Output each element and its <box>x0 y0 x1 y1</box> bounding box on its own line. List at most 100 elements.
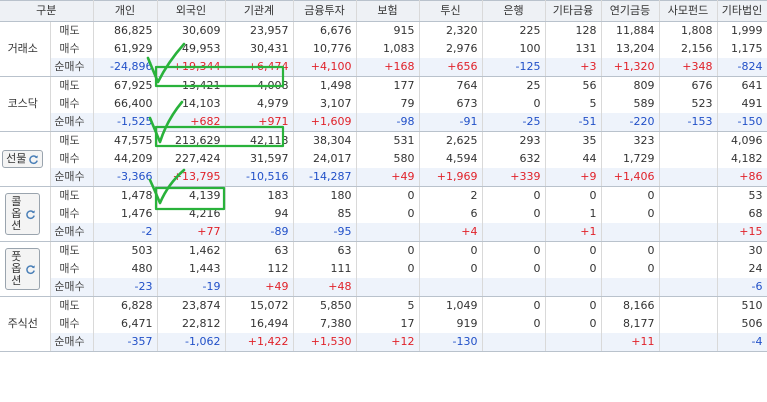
value-cell: 641 <box>717 76 767 95</box>
value-cell: +49 <box>356 168 420 187</box>
value-cell: 11,884 <box>601 21 660 40</box>
value-cell: 30,431 <box>225 40 294 58</box>
value-cell: 919 <box>419 315 483 333</box>
row-type-label: 순매수 <box>50 168 94 187</box>
value-cell: 0 <box>419 241 483 260</box>
header-individual[interactable]: 개인 <box>93 0 158 22</box>
value-cell: 68 <box>717 205 767 223</box>
header-category: 구분 <box>0 0 94 22</box>
value-cell: 8,166 <box>601 296 660 315</box>
value-cell: 17 <box>356 315 420 333</box>
value-cell <box>545 278 602 297</box>
header-other-corp[interactable]: 기타법인 <box>717 0 767 22</box>
value-cell: 227,424 <box>157 150 226 168</box>
header-private-fund[interactable]: 사모펀드 <box>659 0 718 22</box>
value-cell: +1,320 <box>601 58 660 77</box>
value-cell: 1,462 <box>157 241 226 260</box>
value-cell: 2,320 <box>419 21 483 40</box>
row-type-label: 매수 <box>50 95 94 113</box>
group-label: 풋옵션 <box>11 250 22 287</box>
value-cell <box>601 223 660 242</box>
value-cell: +348 <box>659 58 718 77</box>
value-cell: 10,776 <box>293 40 357 58</box>
value-cell: 61,929 <box>93 40 158 58</box>
value-cell: 5,850 <box>293 296 357 315</box>
value-cell: 673 <box>419 95 483 113</box>
value-cell: -6 <box>717 278 767 297</box>
header-pension-funds[interactable]: 연기금등 <box>601 0 660 22</box>
table-row: 선물 매도 47,575 213,629 42,113 38,304 531 2,625 293… <box>0 131 767 187</box>
value-cell: 25 <box>482 76 546 95</box>
value-cell: 131 <box>545 40 602 58</box>
value-cell: 0 <box>356 241 420 260</box>
value-cell: 67,925 <box>93 76 158 95</box>
investor-trading-table: 구분 개인 외국인 기관계 금융투자 보험 투신 은행 기타금융 연기금등 사모… <box>0 0 767 352</box>
header-investment-trust[interactable]: 투신 <box>419 0 483 22</box>
value-cell: +4 <box>419 223 483 242</box>
value-cell: 4,216 <box>157 205 226 223</box>
value-cell: 632 <box>482 150 546 168</box>
refresh-icon <box>29 154 39 164</box>
value-cell: 1,175 <box>717 40 767 58</box>
value-cell: 0 <box>482 315 546 333</box>
header-bank[interactable]: 은행 <box>482 0 546 22</box>
value-cell: 6,471 <box>93 315 158 333</box>
value-cell: 4,008 <box>225 76 294 95</box>
value-cell: -1,525 <box>93 113 158 132</box>
value-cell: 94 <box>225 205 294 223</box>
value-cell: +15 <box>717 223 767 242</box>
value-cell <box>659 205 718 223</box>
header-foreigner[interactable]: 외국인 <box>157 0 226 22</box>
row-type-label: 순매수 <box>50 223 94 242</box>
row-type-label: 매수 <box>50 260 94 278</box>
value-cell: 111 <box>293 260 357 278</box>
value-cell: 23,874 <box>157 296 226 315</box>
group-refresh-button[interactable]: 콜옵션 <box>5 193 41 235</box>
group-cell: 콜옵션 <box>0 186 51 242</box>
value-cell: 30,609 <box>157 21 226 40</box>
group-refresh-button[interactable]: 풋옵션 <box>5 248 41 290</box>
value-cell: -25 <box>482 113 546 132</box>
value-cell: 6 <box>419 205 483 223</box>
table-row: 순매수 -24,896 +19,344 +6,474 +4,100 +168 +656 -12… <box>0 58 767 77</box>
header-institution[interactable]: 기관계 <box>225 0 294 22</box>
value-cell <box>545 333 602 352</box>
table-row: 매수 480 1,443 112 111 0 0 0 0 0 24 <box>0 260 767 278</box>
value-cell: 7,380 <box>293 315 357 333</box>
value-cell <box>601 278 660 297</box>
value-cell: 22,812 <box>157 315 226 333</box>
value-cell: 0 <box>482 205 546 223</box>
value-cell: 323 <box>601 131 660 150</box>
group-label: 주식선 <box>7 317 38 330</box>
row-type-label: 매도 <box>50 76 94 95</box>
value-cell: +11 <box>601 333 660 352</box>
table-row: 순매수 -23 -19 +49 +48 -6 <box>0 278 767 297</box>
table-row: 코스닥 매도 67,925 13,421 4,008 1,498 177 764 25 56 809… <box>0 76 767 132</box>
value-cell <box>482 333 546 352</box>
row-type-label: 매도 <box>50 296 94 315</box>
value-cell: -220 <box>601 113 660 132</box>
value-cell: -95 <box>293 223 357 242</box>
header-insurance[interactable]: 보험 <box>356 0 420 22</box>
value-cell: 4,182 <box>717 150 767 168</box>
value-cell: 13,421 <box>157 76 226 95</box>
value-cell: 523 <box>659 95 718 113</box>
table-row: 매수 66,400 14,103 4,979 3,107 79 673 0 5 589 523 491 <box>0 95 767 113</box>
value-cell: 5 <box>545 95 602 113</box>
value-cell: 764 <box>419 76 483 95</box>
value-cell: -98 <box>356 113 420 132</box>
header-other-finance[interactable]: 기타금융 <box>545 0 602 22</box>
value-cell: 63 <box>293 241 357 260</box>
value-cell <box>659 241 718 260</box>
table-row: 거래소 매도 86,825 30,609 23,957 6,676 915 2,320 225 1… <box>0 21 767 77</box>
value-cell: +1,969 <box>419 168 483 187</box>
value-cell: 213,629 <box>157 131 226 150</box>
group-refresh-button[interactable]: 선물 <box>2 150 44 168</box>
value-cell: 225 <box>482 21 546 40</box>
value-cell: 44,209 <box>93 150 158 168</box>
header-financial-investment[interactable]: 금융투자 <box>293 0 357 22</box>
value-cell: 35 <box>545 131 602 150</box>
group-cell: 풋옵션 <box>0 241 51 297</box>
group-label: 거래소 <box>7 42 38 55</box>
